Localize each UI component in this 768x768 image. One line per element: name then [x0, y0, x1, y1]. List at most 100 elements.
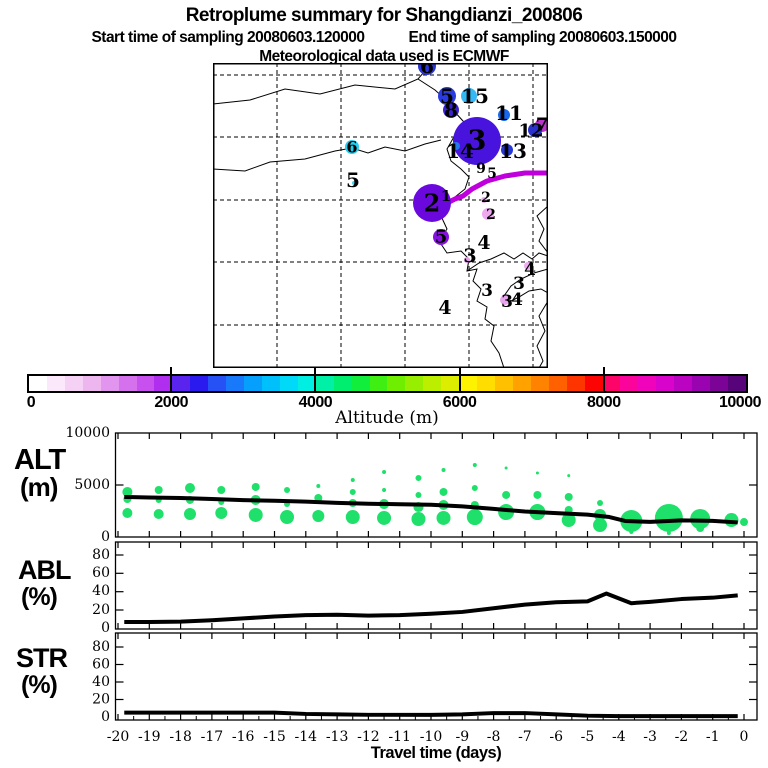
cluster-number: 8	[444, 98, 458, 122]
cluster-bubble	[314, 494, 323, 502]
x-tick-label: -18	[169, 729, 192, 745]
cluster-bubble	[533, 490, 542, 499]
cluster-number: 4	[511, 290, 523, 310]
cluster-bubble	[666, 531, 671, 536]
colorbar-segment	[405, 376, 424, 391]
abl-panel-label: ABL	[18, 555, 71, 585]
colorbar-tick	[314, 367, 317, 374]
mean-trajectory	[444, 170, 548, 206]
cluster-number: 2	[481, 190, 491, 206]
cluster-bubble	[696, 524, 705, 533]
colorbar-segment	[620, 376, 639, 391]
cluster-number: 5	[440, 84, 454, 108]
cluster-bubble	[184, 483, 195, 494]
cluster-bubble	[122, 486, 133, 497]
cluster-number: 15	[461, 84, 489, 108]
cluster-number: 11	[495, 101, 523, 125]
panel-frame	[114, 541, 758, 630]
coastline	[536, 205, 548, 254]
colorbar-segment	[261, 376, 280, 391]
colorbar-segment	[315, 376, 334, 391]
x-tick-label: -2	[675, 729, 689, 745]
cluster-circle	[528, 123, 542, 137]
colorbar-segment	[208, 376, 227, 391]
cluster-number: 3	[513, 274, 525, 294]
colorbar-segment	[512, 376, 531, 391]
cluster-bubble	[439, 487, 448, 496]
colorbar-segment	[244, 376, 262, 391]
cluster-number: 2	[424, 189, 441, 218]
abl-panel-unit: (%)	[21, 583, 58, 611]
colorbar-segment	[279, 376, 298, 391]
colorbar-segment	[190, 376, 209, 391]
alt-panel-unit: (m)	[20, 472, 58, 502]
y-tick-label: 40	[92, 674, 110, 690]
cluster-bubble	[561, 513, 576, 528]
x-tick-label: -9	[455, 729, 469, 745]
cluster-number: 5	[487, 166, 497, 182]
cluster-bubble	[154, 485, 163, 494]
coastline	[466, 252, 548, 272]
colorbar-segment	[226, 376, 245, 391]
cluster-bubble	[472, 463, 477, 468]
cluster-number: 3	[468, 126, 487, 157]
colorbar-segment	[548, 376, 567, 391]
y-tick-label: 0	[101, 709, 110, 725]
colorbar-tick-label: 4000	[298, 394, 333, 411]
cluster-bubble	[382, 470, 387, 474]
cluster-bubble	[504, 466, 508, 470]
colorbar-tick-label: 10000	[719, 394, 762, 411]
x-tick-label: -17	[201, 729, 224, 745]
y-tick-label: 40	[92, 583, 110, 599]
y-tick-label: 20	[92, 602, 110, 618]
cluster-bubble	[153, 509, 164, 520]
cluster-number: 14	[446, 139, 474, 163]
cluster-bubble	[345, 510, 360, 525]
cluster-bubble	[377, 510, 392, 525]
colorbar-segment	[154, 376, 173, 391]
colorbar-divider	[602, 374, 605, 393]
colorbar-segment	[710, 376, 728, 391]
cluster-number: 12	[518, 121, 543, 142]
cluster-bubble	[415, 475, 422, 482]
cluster-bubble	[436, 510, 451, 525]
str-panel-label: STR	[16, 643, 68, 673]
met-data-label: Meteorological data used is ECMWF	[259, 48, 509, 65]
colorbar-divider	[314, 374, 317, 393]
colorbar-segment	[118, 376, 137, 391]
cluster-number: 3	[501, 292, 513, 312]
colorbar-divider	[170, 374, 173, 393]
x-tick-label: -13	[326, 729, 349, 745]
y-tick-label: 0	[101, 529, 110, 545]
cluster-bubble	[654, 503, 683, 532]
colorbar-segment	[727, 376, 746, 391]
cluster-bubble	[316, 484, 321, 489]
cluster-number: 6	[346, 138, 357, 157]
cluster-bubble	[284, 486, 291, 493]
cluster-number: 9	[476, 161, 486, 177]
sampling-times: Start time of sampling 20080603.120000 E…	[0, 29, 768, 47]
colorbar-segment	[459, 376, 478, 391]
cluster-circle	[501, 144, 513, 156]
cluster-number: 13	[499, 139, 527, 163]
y-tick-label: 60	[92, 657, 110, 673]
colorbar-segment	[692, 376, 711, 391]
colorbar-segment	[351, 376, 370, 391]
panel-frame	[114, 632, 758, 721]
cluster-number: 6	[420, 63, 434, 78]
cluster-number: 3	[463, 245, 476, 267]
colorbar-segment	[423, 376, 442, 391]
cluster-number: 1	[441, 187, 451, 205]
x-tick-label: -12	[357, 729, 380, 745]
y-tick-label: 10000	[65, 425, 110, 441]
x-tick-label: -19	[138, 729, 161, 745]
cluster-bubble	[382, 487, 387, 492]
coastline	[438, 134, 505, 368]
cluster-bubble	[415, 491, 422, 498]
colorbar-segment	[566, 376, 585, 391]
cluster-bubble	[349, 488, 356, 495]
cluster-circle	[498, 109, 510, 121]
altitude-colorbar	[27, 374, 748, 393]
cluster-circle	[433, 229, 449, 245]
